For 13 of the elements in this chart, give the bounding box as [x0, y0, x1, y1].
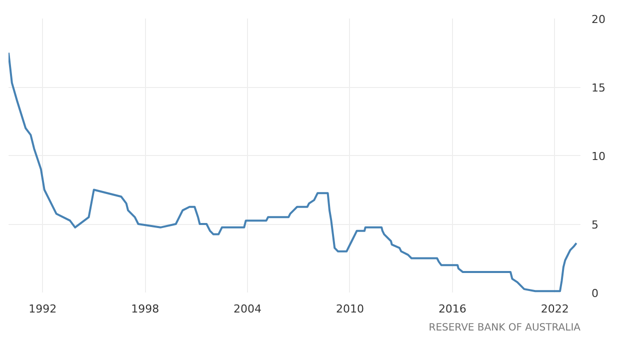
x-tick-label: 2004 [234, 302, 262, 316]
line-series [8, 52, 578, 292]
x-tick-label: 1998 [131, 302, 160, 316]
y-tick-label: 0 [592, 287, 598, 300]
x-tick-label: 2022 [540, 302, 569, 316]
x-tick-label: 2010 [336, 302, 364, 316]
text: RESERVE BANK OF AUSTRALIA [428, 322, 581, 334]
y-tick-label: 5 [592, 218, 598, 232]
y-tick-label: 10 [592, 150, 606, 163]
y-tick-label: 20 [592, 13, 606, 26]
y-tick-label: 15 [592, 82, 606, 94]
x-tick-label: 2016 [438, 302, 466, 316]
x-tick-label: 1992 [28, 302, 57, 316]
